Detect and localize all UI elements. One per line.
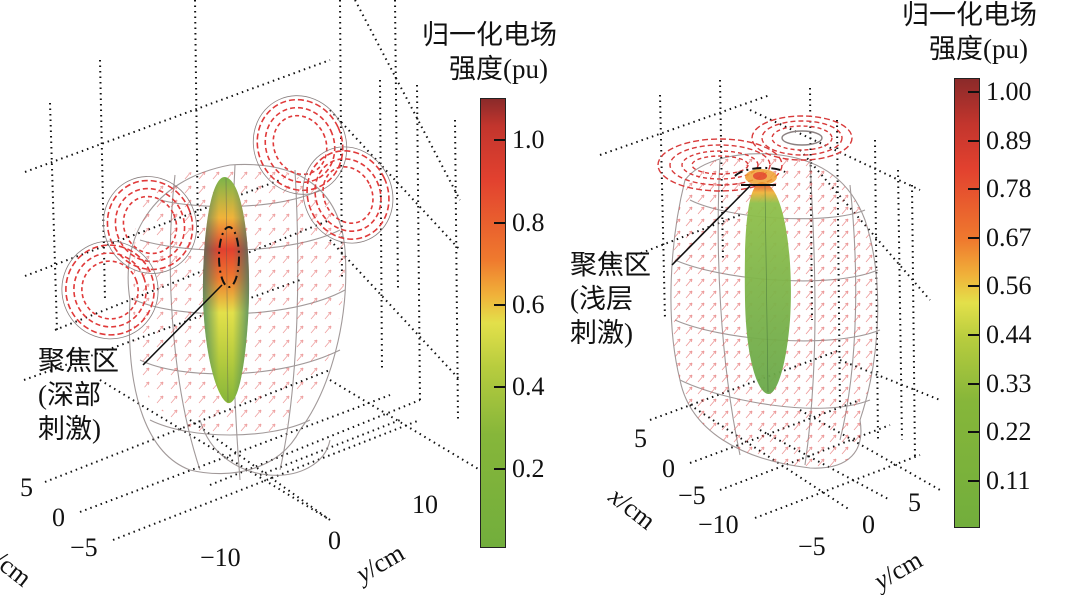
colorbar-title-line-2: 强度(pu) bbox=[449, 54, 548, 84]
colorbar-title-line-2: 强度(pu) bbox=[929, 34, 1028, 64]
colorbar-tick-label: 1.00 bbox=[986, 77, 1032, 106]
annotation-line-3: 刺激) bbox=[570, 318, 633, 348]
colorbar bbox=[480, 98, 506, 548]
annotation-leader bbox=[142, 284, 223, 366]
colorbar-title-line-1: 归一化电场 bbox=[902, 0, 1037, 30]
colorbar bbox=[954, 78, 980, 528]
colorbar-title: 归一化电场 强度(pu) bbox=[902, 0, 1037, 66]
x-tick: 0 bbox=[662, 454, 675, 483]
colorbar-tick-label: 0.6 bbox=[512, 290, 545, 319]
left-plot-panel: 聚焦区 (深部 刺激) 5 0 −5 x/cm −10 0 10 y/cm 归一… bbox=[0, 0, 557, 592]
x-tick: −5 bbox=[678, 481, 706, 510]
right-plot-panel: 聚焦区 (浅层 刺激) 5 0 −5 −10 x/cm −5 0 5 y/cm … bbox=[540, 0, 1070, 595]
x-tick: 0 bbox=[52, 503, 65, 532]
colorbar-tick-label: 0.89 bbox=[986, 126, 1032, 155]
y-tick: −10 bbox=[200, 543, 241, 572]
x-tick: 5 bbox=[634, 424, 647, 453]
focus-marker bbox=[734, 166, 786, 186]
x-tick: 5 bbox=[20, 473, 33, 502]
colorbar-tick-label: 0.2 bbox=[512, 454, 545, 483]
right-3d-plot bbox=[599, 79, 941, 519]
annotation-line-2: (深部 bbox=[38, 380, 101, 410]
colorbar-tick-label: 0.22 bbox=[986, 417, 1032, 446]
colorbar-tick-label: 0.8 bbox=[512, 208, 545, 237]
coil-3 bbox=[252, 95, 348, 195]
x-tick: −5 bbox=[70, 533, 98, 562]
colorbar-tick-label: 1.0 bbox=[512, 125, 545, 154]
annotation-leader bbox=[671, 185, 751, 266]
focus-annotation: 聚焦区 (深部 刺激) bbox=[38, 344, 119, 446]
y-tick: −5 bbox=[798, 532, 826, 561]
colorbar-tick-label: 0.56 bbox=[986, 271, 1032, 300]
coils bbox=[657, 115, 853, 192]
colorbar-tick-label: 0.11 bbox=[986, 466, 1031, 495]
colorbar-tick-label: 0.67 bbox=[986, 223, 1032, 252]
y-tick: 0 bbox=[328, 526, 341, 555]
y-tick: 5 bbox=[908, 488, 921, 517]
focus-ellipsoid bbox=[202, 176, 250, 404]
colorbar-title: 归一化电场 强度(pu) bbox=[422, 18, 557, 86]
x-tick: −10 bbox=[698, 510, 739, 539]
y-tick: 10 bbox=[412, 490, 438, 519]
annotation-line-3: 刺激) bbox=[38, 414, 101, 444]
focus-ellipsoid bbox=[744, 182, 791, 395]
colorbar-tick-label: 0.4 bbox=[512, 372, 545, 401]
coil-2 bbox=[61, 240, 159, 340]
coil-2 bbox=[751, 115, 853, 161]
coil-1 bbox=[657, 138, 783, 192]
focus-marker bbox=[218, 226, 240, 288]
colorbar-tick-label: 0.33 bbox=[986, 369, 1032, 398]
left-3d-plot bbox=[23, 0, 481, 541]
y-tick: 0 bbox=[862, 510, 875, 539]
annotation-line-2: (浅层 bbox=[570, 284, 633, 314]
annotation-line-1: 聚焦区 bbox=[570, 250, 651, 280]
focus-annotation: 聚焦区 (浅层 刺激) bbox=[570, 248, 651, 350]
coil-1 bbox=[103, 176, 197, 274]
annotation-line-1: 聚焦区 bbox=[38, 346, 119, 376]
colorbar-title-line-1: 归一化电场 bbox=[422, 20, 557, 50]
colorbar-tick-label: 0.78 bbox=[986, 174, 1032, 203]
colorbar-tick-label: 0.44 bbox=[986, 320, 1032, 349]
